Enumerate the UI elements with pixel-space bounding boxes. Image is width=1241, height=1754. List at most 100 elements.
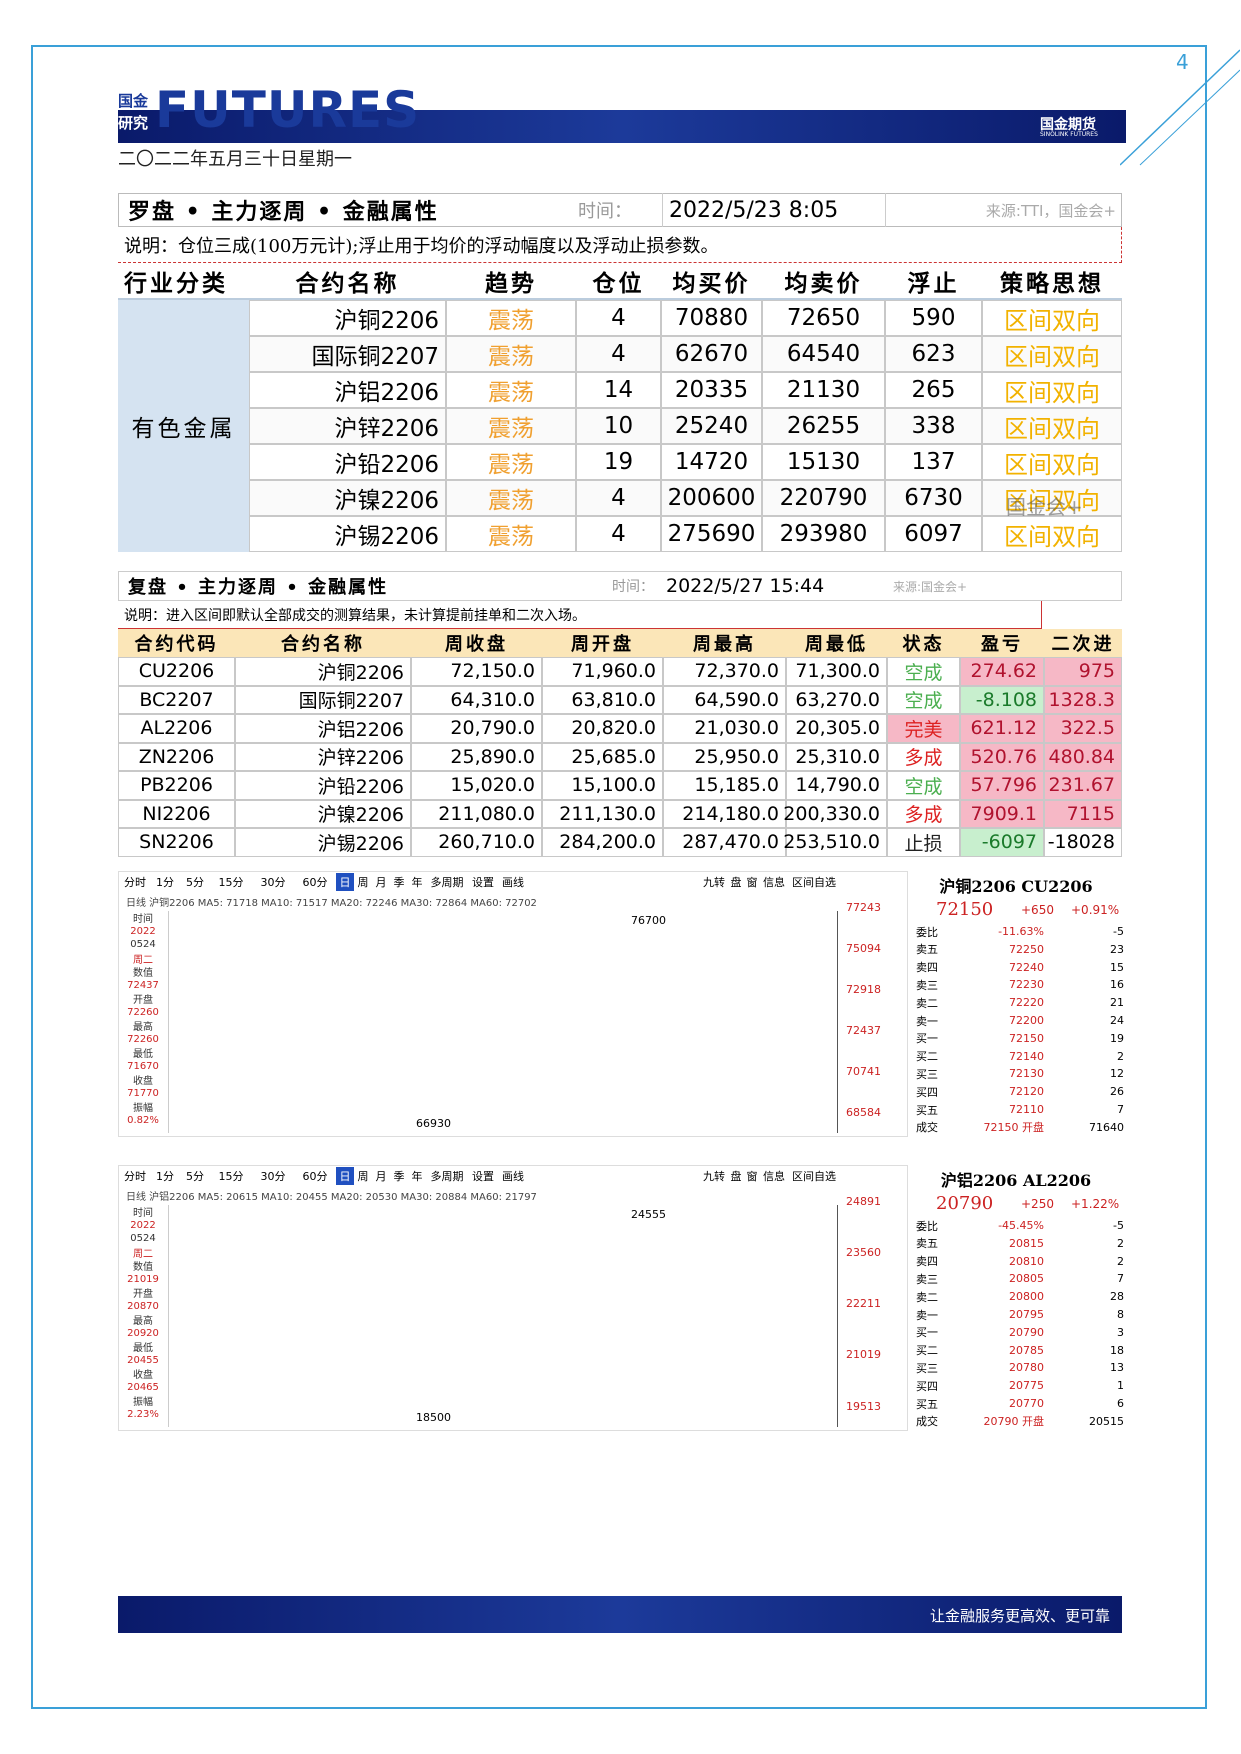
chart-indicator: 日线 沪铜2206 MA5: 71718 MA10: 71517 MA20: 7… [126, 897, 537, 909]
chart-axis-label: 72437 [846, 1023, 881, 1037]
chart-frame [118, 871, 908, 1137]
chart-info: 开盘 [133, 1289, 153, 1300]
table1-cell: 265 [885, 372, 982, 408]
logo-small-2: 研究 [118, 114, 149, 132]
quote-price-cell: 20785 [1009, 1343, 1044, 1357]
quote-price-cell: 20805 [1009, 1272, 1044, 1286]
table1-cell: 震荡 [446, 444, 576, 480]
quote-volume: 15 [1110, 960, 1124, 974]
chart-toolbar-item: 15分 [218, 1170, 244, 1183]
chart-toolbar-item: 九转 [703, 1170, 725, 1183]
quote-pct: +0.91% [1071, 903, 1120, 917]
table2-cell: 25,310.0 [786, 742, 887, 771]
table1-header: 均买价 [661, 263, 762, 300]
chart-toolbar-item: 季 [393, 876, 405, 889]
quote-price-cell: 72150 [1009, 1031, 1044, 1045]
chart-toolbar-item: 分时 [124, 876, 146, 889]
chart-plot [168, 1205, 838, 1427]
table2-cell: 520.76 [960, 742, 1044, 771]
table1-header: 仓位 [576, 263, 661, 300]
table1-cell: 震荡 [446, 300, 576, 336]
chart-toolbar-item: 窗 [746, 876, 758, 889]
chart-info: 开盘 [133, 995, 153, 1006]
table2-cell: 20,820.0 [542, 714, 663, 743]
chart-axis-label: 23560 [846, 1245, 881, 1259]
chart-axis-label: 21019 [846, 1348, 881, 1362]
quote-volume: 16 [1110, 978, 1124, 992]
table1-cell: 区间双向 [982, 516, 1122, 552]
chart-info: 0524 [130, 1233, 156, 1244]
chart-high: 76700 [631, 913, 666, 927]
table2-cell: 975 [1044, 657, 1122, 686]
quote-volume: 28 [1110, 1290, 1124, 1304]
table2-cell: 空成 [887, 771, 960, 800]
table2-cell: 7909.1 [960, 799, 1044, 828]
chart-info: 收盘 [133, 1370, 153, 1381]
quote-volume: 6 [1117, 1397, 1124, 1410]
chart-frame [118, 1165, 908, 1431]
quote-volume: 20515 [1089, 1414, 1124, 1428]
table1-header: 均卖价 [762, 263, 885, 300]
chart-toolbar-item: 1分 [156, 876, 174, 889]
quote-volume: 19 [1110, 1031, 1124, 1045]
chart-toolbar-item: 分时 [124, 1170, 146, 1183]
table1-cell: 区间双向 [982, 336, 1122, 372]
table2-cell: -18028 [1044, 828, 1122, 857]
table2-title-row [118, 571, 1122, 601]
table1-cell: 4 [576, 336, 661, 372]
table1-cell: 4 [576, 480, 661, 516]
table2-cell: -8.108 [960, 685, 1044, 714]
chart-axis-label: 72918 [846, 982, 881, 996]
quote-volume: 12 [1110, 1067, 1124, 1081]
table1-cell: 6730 [885, 480, 982, 516]
quote-label: 买四 [916, 1379, 938, 1393]
chart-toolbar-item: 30分 [260, 876, 286, 889]
table2-cell: -6097 [960, 828, 1044, 857]
chart-info: 最高 [133, 1316, 153, 1327]
table1-cell: 293980 [762, 516, 885, 552]
table2-cell: 沪锌2206 [235, 742, 411, 771]
chart-toolbar-item: 月 [375, 876, 387, 889]
quote-price-cell: 72120 [1009, 1085, 1044, 1099]
quote-volume: 23 [1110, 942, 1124, 956]
table1-cell: 沪铝2206 [249, 372, 446, 408]
chart-toolbar-item: 5分 [186, 876, 204, 889]
table2-cell: PB2206 [118, 771, 235, 800]
quote-price-cell: 72240 [1009, 960, 1044, 974]
table2-cell: 71,300.0 [786, 657, 887, 686]
chart-toolbar-item: 多周期 [430, 876, 464, 889]
table2-title: 复盘 • 主力逐周 • 金融属性 [128, 577, 389, 598]
quote-volume: 2 [1117, 1049, 1124, 1063]
table2-cell: 多成 [887, 742, 960, 771]
table1-cell: 4 [576, 516, 661, 552]
quote-change: +650 [1021, 903, 1054, 917]
table1-cell: 震荡 [446, 372, 576, 408]
table1-cell: 62670 [661, 336, 762, 372]
table2-header: 周收盘 [411, 629, 542, 657]
quote-label: 卖三 [916, 978, 938, 992]
table1-cell: 沪锡2206 [249, 516, 446, 552]
table1-title: 罗盘 • 主力逐周 • 金融属性 [128, 199, 439, 225]
quote-volume: 18 [1110, 1343, 1124, 1357]
quote-price-cell: 72230 [1009, 978, 1044, 992]
chart-toolbar-item: 设置 [472, 876, 494, 889]
table2-header: 合约名称 [235, 629, 411, 657]
table1-cell: 区间双向 [982, 300, 1122, 336]
quote-label: 买三 [916, 1067, 938, 1081]
table1-watermark: 国金会+ [1006, 494, 1083, 519]
header-banner [118, 110, 1126, 143]
quote-label: 成交 [916, 1415, 938, 1429]
chart-info: 时间 [133, 1208, 153, 1219]
chart-axis-label: 68584 [846, 1105, 881, 1119]
chart-info: 最低 [133, 1049, 153, 1060]
quote-label: 卖二 [916, 996, 938, 1010]
table2-cell: 480.84 [1044, 742, 1122, 771]
quote-volume: 7 [1117, 1272, 1124, 1286]
table1-cell: 震荡 [446, 516, 576, 552]
footer-slogan: 让金融服务更高效、更可靠 [930, 1607, 1111, 1625]
quote-label: 卖三 [916, 1272, 938, 1286]
quote-title: 沪铜2206 CU2206 [939, 877, 1093, 896]
table2-cell: NI2206 [118, 799, 235, 828]
table2-cell: CU2206 [118, 657, 235, 686]
